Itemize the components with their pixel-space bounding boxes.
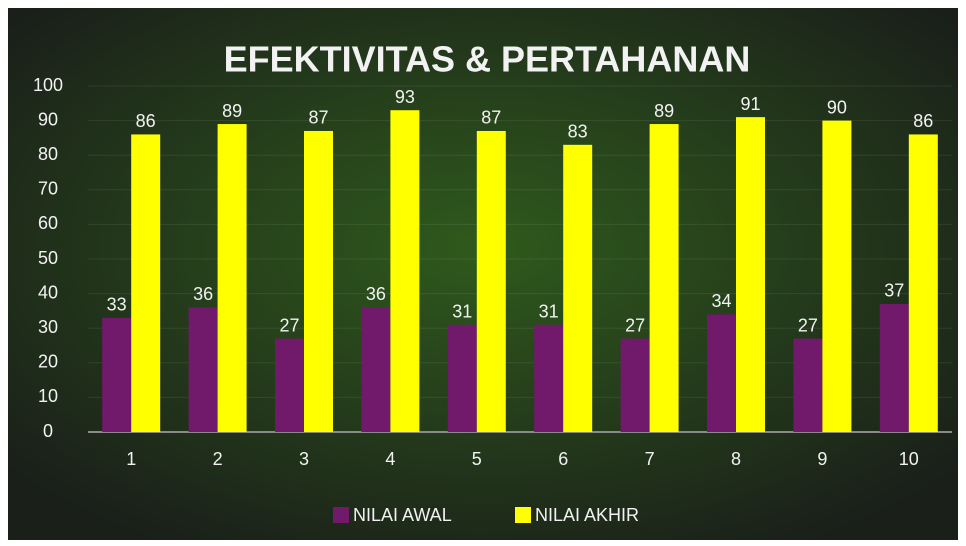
data-label: 89 xyxy=(222,101,242,121)
x-tick-label: 3 xyxy=(299,449,309,469)
data-label: 31 xyxy=(452,301,472,321)
bar xyxy=(736,117,765,432)
bar xyxy=(476,130,506,433)
x-tick-label: 10 xyxy=(899,449,919,469)
data-label: 31 xyxy=(539,301,559,321)
x-tick-label: 1 xyxy=(126,449,136,469)
data-label: 36 xyxy=(193,284,213,304)
data-label: 27 xyxy=(798,315,818,335)
legend-swatch xyxy=(515,507,531,523)
bar xyxy=(793,338,823,432)
x-tick-label: 6 xyxy=(558,449,568,469)
y-tick-label: 30 xyxy=(38,317,58,337)
y-tick-label: 10 xyxy=(38,386,58,406)
x-tick-label: 4 xyxy=(385,449,395,469)
data-label: 34 xyxy=(711,291,731,311)
data-label: 87 xyxy=(481,108,501,128)
bar xyxy=(275,338,304,432)
bar xyxy=(534,324,564,432)
y-tick-label: 70 xyxy=(38,179,58,199)
y-tick-label: 20 xyxy=(38,352,58,372)
data-label: 89 xyxy=(654,101,674,121)
bar xyxy=(390,110,420,432)
data-label: 33 xyxy=(107,295,127,315)
x-tick-label: 5 xyxy=(472,449,482,469)
data-label: 27 xyxy=(279,315,299,335)
bar xyxy=(217,124,247,432)
bar xyxy=(563,144,593,432)
data-label: 86 xyxy=(913,111,933,131)
y-tick-label: 50 xyxy=(38,248,58,268)
data-label: 86 xyxy=(136,111,156,131)
data-label: 37 xyxy=(884,281,904,301)
x-tick-label: 9 xyxy=(817,449,827,469)
chart-title: EFEKTIVITAS & PERTAHANAN xyxy=(224,39,751,80)
y-tick-label: 0 xyxy=(43,421,53,441)
data-label: 90 xyxy=(827,97,847,117)
legend-swatch xyxy=(333,507,349,523)
y-tick-label: 40 xyxy=(38,282,58,302)
bar xyxy=(879,303,909,432)
legend-label: NILAI AWAL xyxy=(353,505,452,525)
data-label: 83 xyxy=(568,122,588,142)
y-tick-label: 80 xyxy=(38,144,58,164)
data-label: 27 xyxy=(625,315,645,335)
x-tick-label: 7 xyxy=(645,449,655,469)
bar xyxy=(304,130,333,433)
y-tick-label: 60 xyxy=(38,213,58,233)
bar xyxy=(649,124,679,432)
data-label: 91 xyxy=(740,94,760,114)
bar xyxy=(447,324,477,432)
bar xyxy=(620,338,650,432)
legend-label: NILAI AKHIR xyxy=(535,505,639,525)
data-label: 36 xyxy=(366,284,386,304)
x-tick-label: 8 xyxy=(731,449,741,469)
y-tick-label: 100 xyxy=(33,75,63,95)
bar xyxy=(131,134,161,432)
bar xyxy=(707,314,736,432)
x-tick-label: 2 xyxy=(213,449,223,469)
bar xyxy=(102,317,132,432)
data-label: 87 xyxy=(308,108,328,128)
bar xyxy=(908,134,938,432)
y-tick-label: 90 xyxy=(38,109,58,129)
data-label: 93 xyxy=(395,87,415,107)
bar xyxy=(188,307,218,432)
bar xyxy=(822,120,852,432)
bar xyxy=(361,307,391,432)
